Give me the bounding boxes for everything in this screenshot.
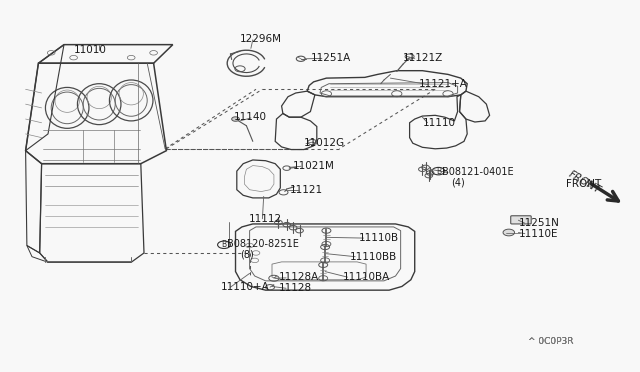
Text: 11128: 11128: [278, 283, 312, 293]
Text: 11121Z: 11121Z: [403, 53, 444, 62]
Text: (8): (8): [240, 250, 253, 260]
Text: 11251A: 11251A: [310, 53, 351, 62]
Text: 11112: 11112: [248, 215, 282, 224]
Text: 11110BB: 11110BB: [350, 252, 397, 262]
Text: 12296M: 12296M: [240, 34, 282, 44]
Text: FRONT: FRONT: [567, 169, 603, 195]
Text: 11251N: 11251N: [518, 218, 559, 228]
Text: 11110E: 11110E: [518, 230, 558, 239]
Text: 11110BA: 11110BA: [342, 272, 390, 282]
Text: 11010: 11010: [74, 45, 106, 55]
Text: 11110B: 11110B: [358, 233, 399, 243]
Text: FRONT: FRONT: [566, 179, 602, 189]
Text: ^ 0C0P3R: ^ 0C0P3R: [528, 337, 573, 346]
Text: 11012G: 11012G: [304, 138, 345, 148]
Text: ^ 0C0P3R: ^ 0C0P3R: [528, 337, 573, 346]
FancyBboxPatch shape: [511, 216, 531, 224]
Text: 11021M: 11021M: [293, 161, 335, 170]
Text: B: B: [221, 240, 227, 249]
Text: (4): (4): [451, 177, 465, 187]
Circle shape: [232, 117, 239, 121]
Text: B: B: [436, 167, 441, 176]
Text: 11140: 11140: [234, 112, 267, 122]
Text: 11110: 11110: [422, 118, 456, 128]
Text: B08120-8251E: B08120-8251E: [227, 239, 299, 248]
Text: 11121: 11121: [290, 185, 323, 195]
Text: 11121+A: 11121+A: [419, 79, 468, 89]
Text: B08121-0401E: B08121-0401E: [442, 167, 513, 177]
Text: 11110+A: 11110+A: [221, 282, 269, 292]
Text: 11128A: 11128A: [278, 272, 319, 282]
Circle shape: [503, 229, 515, 236]
